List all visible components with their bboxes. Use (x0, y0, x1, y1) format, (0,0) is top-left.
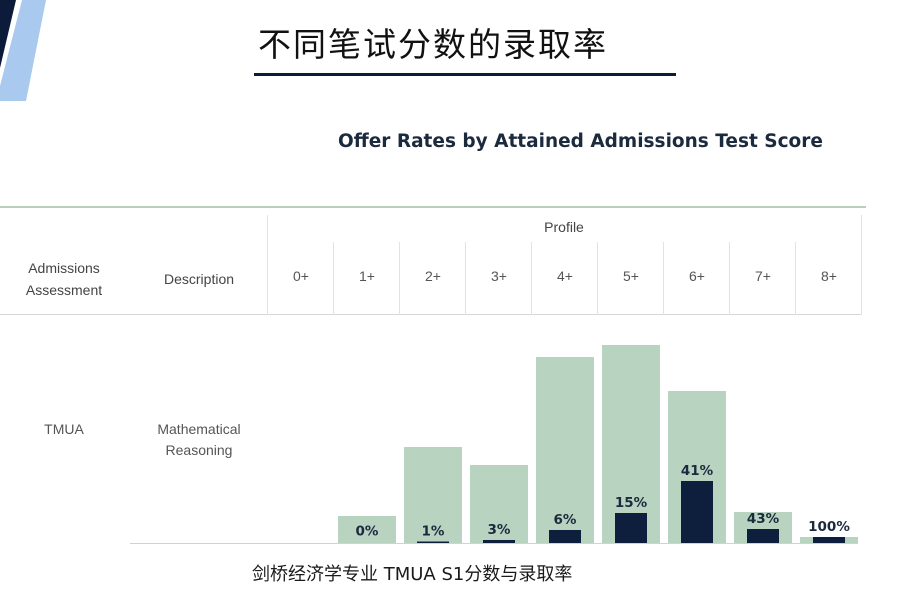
column-divider (465, 242, 466, 315)
header-score-6: 6+ (689, 268, 705, 284)
row-description-line2: Reasoning (165, 442, 233, 458)
column-divider (795, 242, 796, 315)
data-label-4: 6% (554, 512, 577, 528)
column-divider (531, 242, 532, 315)
chart-title: Offer Rates by Attained Admissions Test … (338, 131, 823, 152)
header-bottom-rule (0, 314, 861, 315)
header-profile: Profile (544, 219, 584, 235)
bar-offers-2 (417, 541, 449, 543)
bar-offers-3 (483, 540, 515, 543)
column-divider (861, 215, 862, 315)
header-description: Description (163, 271, 235, 287)
table-top-rule (0, 206, 866, 208)
column-divider (267, 215, 268, 315)
header-admissions-assessment: Admissions Assessment (8, 257, 120, 301)
header-score-4: 4+ (557, 268, 573, 284)
header-score-0: 0+ (293, 268, 309, 284)
column-divider (399, 242, 400, 315)
corner-decoration (0, 0, 46, 101)
row-assessment-tmua: TMUA (44, 421, 84, 437)
header-score-8: 8+ (821, 268, 837, 284)
bar-offers-8 (813, 537, 845, 543)
data-label-8: 100% (808, 519, 850, 535)
slide-caption: 剑桥经济学专业 TMUA S1分数与录取率 (252, 564, 573, 585)
title-underline (254, 73, 676, 76)
slide-title: 不同笔试分数的录取率 (258, 25, 608, 64)
data-label-5: 15% (615, 495, 648, 511)
bar-applicants-1 (338, 516, 396, 543)
column-divider (333, 242, 334, 315)
bar-applicants-4 (536, 357, 594, 543)
data-label-7: 43% (747, 511, 780, 527)
data-label-2: 1% (422, 524, 445, 540)
data-label-1: 0% (356, 524, 379, 540)
bar-applicants-5 (602, 345, 660, 543)
column-divider (597, 242, 598, 315)
header-score-3: 3+ (491, 268, 507, 284)
data-label-6: 41% (681, 463, 714, 479)
data-label-3: 3% (488, 522, 511, 538)
header-score-2: 2+ (425, 268, 441, 284)
bar-applicants-2 (404, 447, 462, 543)
row-description-line1: Mathematical (157, 421, 241, 437)
row-description: Mathematical Reasoning (138, 419, 260, 461)
header-score-7: 7+ (755, 268, 771, 284)
header-admissions-line1: Admissions (28, 260, 100, 276)
bar-offers-4 (549, 530, 581, 543)
column-divider (663, 242, 664, 315)
bar-offers-6 (681, 481, 713, 543)
bar-applicants-3 (470, 465, 528, 543)
bar-offers-7 (747, 529, 779, 543)
column-divider (729, 242, 730, 315)
bar-offers-5 (615, 513, 647, 543)
header-score-5: 5+ (623, 268, 639, 284)
header-admissions-line2: Assessment (25, 282, 103, 298)
header-score-1: 1+ (359, 268, 375, 284)
